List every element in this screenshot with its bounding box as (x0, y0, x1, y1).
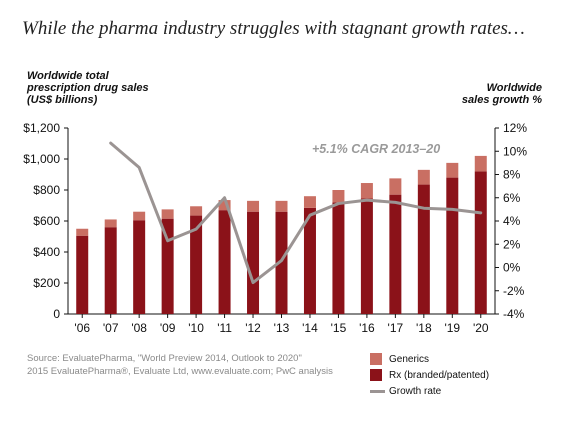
bar-generics (247, 200, 260, 212)
legend-item-generics: Generics (370, 352, 489, 366)
x-tick-label: '10 (188, 321, 204, 335)
bar-rx (133, 220, 146, 314)
cagr-annotation: +5.1% CAGR 2013–20 (312, 142, 440, 156)
bar-rx (104, 227, 117, 314)
chart-title: While the pharma industry struggles with… (22, 18, 525, 39)
bar-rx (161, 218, 174, 314)
x-tick-label: '16 (359, 321, 375, 335)
legend-item-rx: Rx (branded/patented) (370, 368, 489, 382)
bar-rx (360, 198, 373, 314)
legend-swatch-generics (370, 353, 382, 365)
y-right-tick-label: 6% (503, 191, 521, 205)
bar-generics (417, 169, 430, 185)
y-left-tick-label: $1,000 (23, 152, 60, 166)
legend-swatch-growth (370, 389, 385, 393)
source-line: Source: EvaluatePharma, "World Preview 2… (27, 353, 302, 364)
y-right-tick-label: -2% (503, 284, 525, 298)
x-tick-label: '12 (245, 321, 261, 335)
source-note: Source: EvaluatePharma, "World Preview 2… (27, 352, 333, 378)
x-tick-label: '11 (217, 321, 232, 335)
bar-rx (417, 184, 430, 314)
legend: Generics Rx (branded/patented) Growth ra… (370, 352, 489, 400)
x-tick-label: '07 (103, 321, 119, 335)
x-tick-label: '08 (131, 321, 147, 335)
y-left-label-line: Worldwide total (27, 70, 109, 82)
x-tick-label: '14 (302, 321, 318, 335)
x-tick-label: '15 (331, 321, 347, 335)
source-line: 2015 EvaluatePharma®, Evaluate Ltd, www.… (27, 366, 333, 377)
bar-rx (446, 177, 459, 314)
x-tick-label: '18 (416, 321, 432, 335)
bar-rx (389, 194, 402, 314)
legend-swatch-rx (370, 369, 382, 381)
legend-item-growth: Growth rate (370, 384, 489, 398)
y-left-tick-label: $800 (33, 183, 60, 197)
bar-rx (303, 207, 316, 314)
bar-rx (474, 171, 487, 314)
y-right-tick-label: 8% (503, 168, 521, 182)
y-right-tick-label: 4% (503, 214, 521, 228)
y-right-axis-label: Worldwide sales growth % (462, 82, 542, 106)
y-right-tick-label: 10% (503, 144, 527, 158)
bar-rx (76, 235, 89, 314)
legend-label-growth: Growth rate (389, 385, 442, 397)
bar-generics (389, 178, 402, 195)
bar-generics (474, 155, 487, 172)
x-tick-label: '09 (160, 321, 176, 335)
bar-rx (247, 211, 260, 314)
bar-generics (133, 211, 146, 221)
y-right-label-line: Worldwide (486, 82, 542, 94)
x-tick-label: '20 (473, 321, 489, 335)
y-right-tick-label: -4% (503, 307, 525, 321)
y-right-tick-label: 0% (503, 261, 521, 275)
y-right-tick-label: 12% (503, 121, 527, 135)
y-right-label-line: sales growth % (461, 94, 542, 106)
bar-generics (446, 162, 459, 178)
x-tick-label: '13 (274, 321, 290, 335)
bar-generics (332, 190, 345, 203)
y-left-tick-label: $200 (33, 276, 60, 290)
x-tick-label: '06 (74, 321, 90, 335)
bar-generics (218, 200, 231, 211)
bar-generics (303, 196, 316, 208)
growth-rate-line (109, 141, 483, 285)
y-left-tick-label: $1,200 (23, 121, 60, 135)
y-left-axis-label: Worldwide total prescription drug sales … (27, 70, 149, 106)
legend-label-generics: Generics (389, 353, 430, 365)
bar-rx (332, 202, 345, 314)
y-right-tick-label: 2% (503, 237, 521, 251)
bar-rx (218, 210, 231, 314)
legend-label-rx: Rx (branded/patented) (389, 369, 490, 381)
y-left-label-line: (US$ billions) (27, 94, 98, 106)
y-left-tick-label: 0 (53, 307, 60, 321)
bar-generics (104, 219, 117, 228)
bar-generics (190, 206, 203, 216)
bar-rx (275, 211, 288, 314)
bar-generics (275, 200, 288, 212)
bar-generics (161, 209, 174, 219)
bar-generics (360, 183, 373, 199)
x-tick-label: '17 (388, 321, 404, 335)
bar-rx (190, 215, 203, 314)
y-left-label-line: prescription drug sales (27, 82, 149, 94)
x-tick-label: '19 (444, 321, 460, 335)
bar-generics (76, 228, 89, 236)
y-left-tick-label: $400 (33, 245, 60, 259)
y-left-tick-label: $600 (33, 214, 60, 228)
